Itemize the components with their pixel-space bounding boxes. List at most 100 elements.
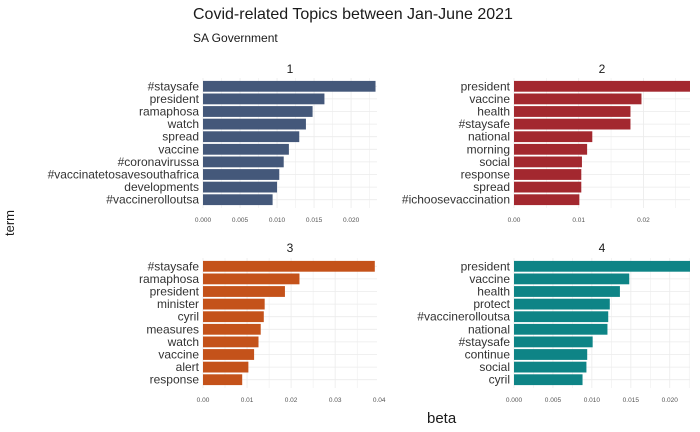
bar-vaccine (203, 349, 255, 360)
bar-coronavirussa (203, 156, 284, 168)
bar-vaccinerolloutsa (514, 311, 609, 323)
x-tick-label: 0.005 (232, 217, 249, 224)
bar-social (514, 156, 582, 168)
facet-panel-2: 2 presidentvaccinehealth#staysafenational… (402, 62, 690, 224)
category-label: morning (467, 142, 510, 156)
bar-vaccine (203, 143, 289, 155)
x-tick-label: 0.000 (195, 217, 212, 224)
bar-response (514, 169, 582, 180)
category-label: social (479, 360, 510, 374)
x-tick-label: 0.000 (506, 397, 523, 404)
bar-ramaphosa (203, 273, 300, 285)
bar-vaccine (514, 273, 630, 285)
bar-vaccinatetosavesouthafrica (203, 169, 280, 180)
category-label: cyril (178, 310, 199, 324)
category-label: watch (167, 117, 199, 131)
bar-staysafe (514, 336, 593, 348)
category-label: vaccine (469, 92, 510, 106)
facet-label: 4 (599, 241, 606, 255)
x-tick-label: 0.010 (584, 397, 601, 404)
category-label: president (150, 285, 200, 299)
category-label: cyril (489, 373, 510, 387)
category-label: protect (473, 297, 510, 311)
bar-staysafe (203, 260, 375, 272)
x-tick-label: 0.005 (545, 397, 562, 404)
category-label: #ichoosevaccination (402, 193, 510, 207)
bar-staysafe (203, 80, 376, 92)
category-label: vaccine (158, 142, 199, 156)
x-tick-label: 0.02 (285, 397, 298, 404)
facet-panel-3: 3 #staysaferamaphosapresidentministercyri… (139, 241, 386, 404)
x-tick-label: 0.015 (306, 217, 323, 224)
category-label: developments (124, 180, 199, 194)
category-label: #coronavirussa (118, 155, 200, 169)
x-tick-label: 0.020 (662, 397, 679, 404)
bar-national (514, 131, 593, 143)
x-tick-label: 0.04 (373, 397, 386, 404)
x-tick-label: 0.02 (637, 217, 650, 224)
category-label: social (479, 155, 510, 169)
facet-panel-1: 1 #staysafepresidentramaphosawatchspreadv… (48, 62, 377, 224)
category-label: ramaphosa (139, 105, 199, 119)
bar-ichoosevaccination (514, 194, 580, 206)
facet-panel-4: 4 presidentvaccinehealthprotect#vaccinero… (417, 241, 690, 404)
x-tick-label: 0.020 (343, 217, 360, 224)
category-label: #staysafe (459, 117, 511, 131)
category-label: president (461, 259, 511, 273)
category-label: alert (176, 360, 200, 374)
facet-label: 3 (287, 241, 294, 255)
bar-president (514, 80, 690, 92)
bar-measures (203, 323, 261, 335)
category-label: #staysafe (148, 79, 200, 93)
bar-watch (203, 336, 259, 348)
category-label: response (150, 373, 200, 387)
chart-title: Covid-related Topics between Jan-June 20… (193, 6, 513, 23)
category-label: minister (157, 297, 199, 311)
category-label: health (477, 285, 510, 299)
facet-label: 1 (287, 62, 294, 76)
bar-alert (203, 361, 249, 373)
bar-spread (514, 181, 582, 193)
bar-health (514, 286, 620, 297)
bar-staysafe (514, 118, 631, 130)
category-label: spread (162, 130, 199, 144)
bar-vaccine (514, 93, 642, 105)
bar-ramaphosa (203, 106, 313, 117)
bar-morning (514, 143, 588, 155)
x-tick-label: 0.00 (508, 217, 521, 224)
bar-spread (203, 131, 300, 143)
bar-president (514, 260, 690, 272)
category-label: national (468, 322, 510, 336)
category-label: national (468, 130, 510, 144)
x-axis-label: beta (427, 410, 457, 427)
category-label: president (461, 79, 511, 93)
category-label: continue (465, 348, 511, 362)
bar-protect (514, 298, 610, 310)
x-tick-label: 0.01 (572, 217, 585, 224)
category-label: spread (473, 180, 510, 194)
bar-cyril (514, 374, 583, 386)
bar-watch (203, 118, 306, 130)
bar-national (514, 323, 608, 335)
x-tick-label: 0.010 (269, 217, 286, 224)
category-label: response (461, 168, 511, 182)
bar-cyril (203, 311, 264, 323)
x-tick-label: 0.015 (623, 397, 640, 404)
x-tick-label: 0.00 (197, 397, 210, 404)
category-label: vaccine (158, 348, 199, 362)
category-label: ramaphosa (139, 272, 199, 286)
category-label: #staysafe (459, 335, 511, 349)
category-label: #vaccinerolloutsa (106, 193, 199, 207)
x-tick-label: 0.03 (329, 397, 342, 404)
bar-minister (203, 298, 265, 310)
category-label: health (477, 105, 510, 119)
bar-vaccinerolloutsa (203, 194, 273, 206)
bar-president (203, 93, 325, 105)
bar-president (203, 286, 285, 297)
category-label: measures (146, 322, 199, 336)
category-label: watch (167, 335, 199, 349)
facet-label: 2 (599, 62, 606, 76)
category-label: vaccine (469, 272, 510, 286)
bar-health (514, 106, 631, 117)
